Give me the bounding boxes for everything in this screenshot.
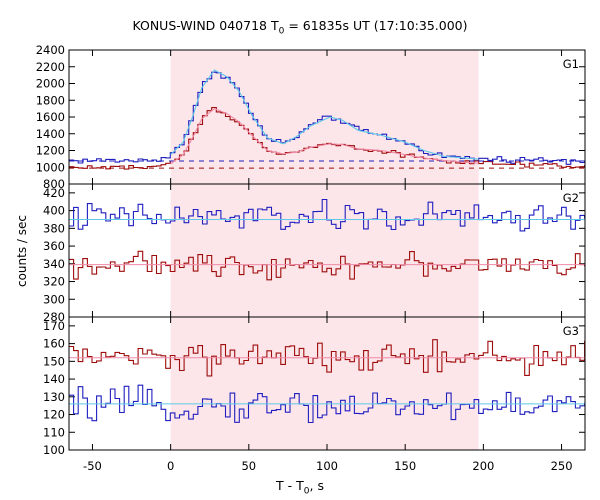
y-tick-label: 280 xyxy=(43,310,65,324)
y-tick-label: 420 xyxy=(43,186,65,200)
y-tick-label: 110 xyxy=(43,425,65,439)
y-tick-label: 320 xyxy=(43,275,65,289)
y-tick-label: 1200 xyxy=(36,144,65,158)
y-tick-label: 1800 xyxy=(36,93,65,107)
y-tick-label: 150 xyxy=(43,354,65,368)
panel-frame xyxy=(68,316,586,451)
y-tick-label: 160 xyxy=(43,337,65,351)
x-tick-label: 200 xyxy=(472,459,494,473)
y-tick-label: 400 xyxy=(43,204,65,218)
panel-label: G2 xyxy=(563,191,579,205)
x-axis-label: T - T0, s xyxy=(276,478,324,497)
panel-g2: 280 300 320 340 360 380 400 420 G2 xyxy=(43,183,586,324)
series-red xyxy=(69,106,586,170)
x-tick-label: 100 xyxy=(316,459,338,473)
x-tick-label: 50 xyxy=(241,459,256,473)
panel-g3: 100 110 120 130 140 150 160 170 G3 xyxy=(43,316,586,457)
x-tick-label: 250 xyxy=(551,459,573,473)
y-tick-label: 1400 xyxy=(36,127,65,141)
model-cyan xyxy=(170,69,479,160)
y-tick-label: 380 xyxy=(43,221,65,235)
panel-g1: 800 1000 1200 1400 1600 1800 2000 2200 2400 G1 xyxy=(36,43,586,191)
series-blue xyxy=(69,71,586,165)
series-red xyxy=(69,339,586,377)
chart-title: KONUS-WIND 040718 T0 = 61835s UT (17:10:… xyxy=(132,18,468,37)
x-tick-label: 0 xyxy=(167,459,174,473)
y-tick-label: 120 xyxy=(43,408,65,422)
panel-label: G3 xyxy=(563,324,579,338)
panel-label: G1 xyxy=(563,57,579,71)
y-tick-label: 2400 xyxy=(36,43,65,57)
y-tick-label: 360 xyxy=(43,239,65,253)
y-tick-label: 170 xyxy=(43,319,65,333)
series-red xyxy=(69,250,586,281)
y-tick-label: 140 xyxy=(43,372,65,386)
y-tick-label: 1600 xyxy=(36,110,65,124)
y-tick-label: 300 xyxy=(43,292,65,306)
y-tick-label: 800 xyxy=(43,177,65,191)
y-tick-label: 130 xyxy=(43,390,65,404)
y-tick-label: 2200 xyxy=(36,60,65,74)
x-tick-label: -50 xyxy=(83,459,102,473)
y-tick-label: 2000 xyxy=(36,77,65,91)
model-pink xyxy=(170,107,479,165)
y-tick-label: 340 xyxy=(43,257,65,271)
y-tick-label: 1000 xyxy=(36,160,65,174)
x-tick-label: 150 xyxy=(394,459,416,473)
y-tick-label: 100 xyxy=(43,443,65,457)
